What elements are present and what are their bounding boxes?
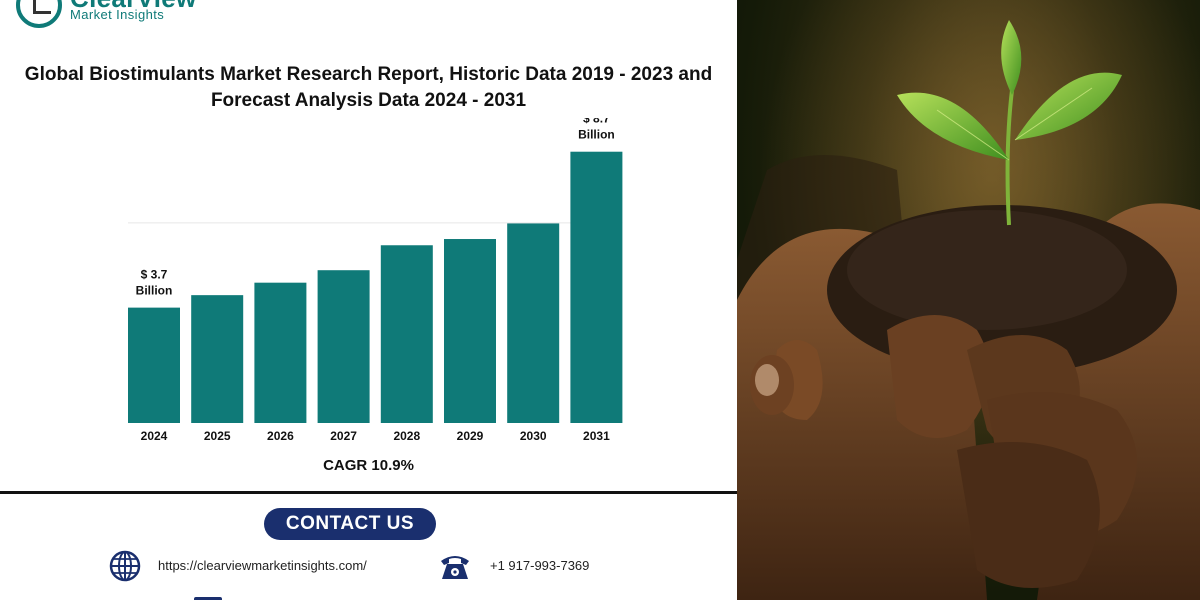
bar-2026 <box>254 282 307 423</box>
data-label-2024-value: $ 3.7 <box>141 268 168 282</box>
tick-label-2031: 2031 <box>583 429 610 443</box>
infographic-panel: ClearView Market Insights Global Biostim… <box>0 0 737 600</box>
tick-label-2025: 2025 <box>204 429 231 443</box>
bar-2025 <box>191 295 244 423</box>
bar-chart: 2024 2025 2026 2027 2028 2029 2030 2031 $ 3.7 Bil… <box>128 118 623 443</box>
divider <box>0 491 737 494</box>
chart-title-line-2: Forecast Analysis Data 2024 - 2031 <box>210 90 527 111</box>
cagr-label: CAGR 10.9% <box>323 457 414 474</box>
chart-title-line-1: Global Biostimulants Market Research Rep… <box>24 64 713 85</box>
brand-tagline: Market Insights <box>70 7 165 22</box>
chart-title: Global Biostimulants Market Research Rep… <box>10 62 727 114</box>
bar-2031 <box>570 151 623 423</box>
telephone-icon <box>441 556 469 579</box>
tick-label-2028: 2028 <box>393 429 420 443</box>
bar-2024 <box>128 307 180 423</box>
tick-label-2029: 2029 <box>457 429 484 443</box>
tick-label-2026: 2026 <box>267 429 294 443</box>
bar-2027 <box>317 270 370 423</box>
data-label-2031-value: $ 8.7 <box>583 118 610 126</box>
tick-label-2027: 2027 <box>330 429 357 443</box>
bar-2030 <box>507 223 560 423</box>
seedling-photo <box>737 0 1200 600</box>
data-label-2031-unit: Billion <box>578 128 615 142</box>
website-link[interactable]: https://clearviewmarketinsights.com/ <box>158 558 367 573</box>
phone-number[interactable]: +1 917-993-7369 <box>490 558 590 573</box>
bar-2029 <box>444 239 496 423</box>
contact-us-button[interactable]: CONTACT US <box>264 508 436 540</box>
email-icon <box>194 597 222 600</box>
tick-label-2024: 2024 <box>141 429 168 443</box>
brand-name: ClearView <box>70 0 197 12</box>
globe-icon <box>109 550 141 582</box>
tick-label-2030: 2030 <box>520 429 547 443</box>
logo-icon <box>16 0 62 28</box>
bar-2028 <box>380 245 433 423</box>
seedling-illustration <box>737 0 1200 600</box>
data-label-2024-unit: Billion <box>136 284 173 298</box>
